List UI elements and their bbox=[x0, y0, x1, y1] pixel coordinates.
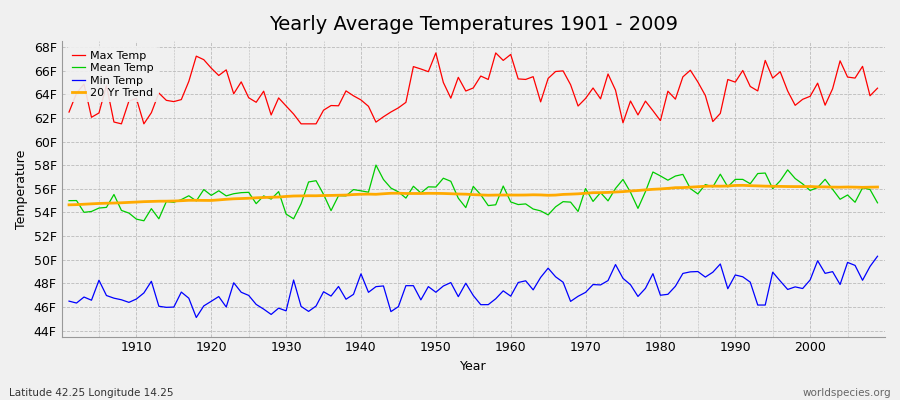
Min Temp bbox=[603, 278, 614, 283]
Max Temp bbox=[610, 88, 621, 92]
Max Temp bbox=[64, 110, 75, 114]
20 Yr Trend bbox=[595, 190, 606, 195]
20 Yr Trend bbox=[288, 194, 299, 198]
Max Temp bbox=[131, 96, 142, 101]
20 Yr Trend bbox=[498, 193, 508, 198]
Min Temp bbox=[340, 297, 351, 302]
Max Temp bbox=[430, 50, 441, 55]
Max Temp bbox=[116, 122, 127, 126]
20 Yr Trend bbox=[737, 183, 748, 188]
Min Temp bbox=[296, 304, 307, 309]
20 Yr Trend bbox=[123, 200, 134, 205]
Mean Temp bbox=[139, 218, 149, 223]
Min Temp bbox=[123, 300, 134, 305]
Min Temp bbox=[505, 294, 516, 298]
Min Temp bbox=[513, 280, 524, 285]
Mean Temp bbox=[872, 200, 883, 205]
Line: Max Temp: Max Temp bbox=[69, 53, 878, 124]
Title: Yearly Average Temperatures 1901 - 2009: Yearly Average Temperatures 1901 - 2009 bbox=[269, 15, 678, 34]
Mean Temp bbox=[610, 186, 621, 191]
Line: 20 Yr Trend: 20 Yr Trend bbox=[69, 185, 878, 205]
Mean Temp bbox=[371, 163, 382, 168]
Min Temp bbox=[64, 299, 75, 304]
Mean Temp bbox=[340, 194, 351, 198]
Mean Temp bbox=[123, 211, 134, 216]
Max Temp bbox=[340, 88, 351, 93]
Max Temp bbox=[296, 122, 307, 126]
Max Temp bbox=[872, 86, 883, 90]
20 Yr Trend bbox=[872, 185, 883, 190]
20 Yr Trend bbox=[333, 193, 344, 198]
Text: Latitude 42.25 Longitude 14.25: Latitude 42.25 Longitude 14.25 bbox=[9, 388, 174, 398]
Mean Temp bbox=[64, 198, 75, 203]
Min Temp bbox=[191, 315, 202, 320]
Max Temp bbox=[520, 77, 531, 82]
Text: worldspecies.org: worldspecies.org bbox=[803, 388, 891, 398]
20 Yr Trend bbox=[505, 193, 516, 198]
Line: Min Temp: Min Temp bbox=[69, 256, 878, 318]
Max Temp bbox=[513, 76, 524, 81]
Y-axis label: Temperature: Temperature bbox=[15, 149, 28, 228]
X-axis label: Year: Year bbox=[460, 360, 487, 373]
Mean Temp bbox=[513, 202, 524, 207]
Min Temp bbox=[872, 254, 883, 259]
Line: Mean Temp: Mean Temp bbox=[69, 165, 878, 221]
Mean Temp bbox=[296, 201, 307, 206]
Legend: Max Temp, Mean Temp, Min Temp, 20 Yr Trend: Max Temp, Mean Temp, Min Temp, 20 Yr Tre… bbox=[68, 47, 158, 102]
Mean Temp bbox=[520, 202, 531, 206]
20 Yr Trend bbox=[64, 202, 75, 207]
